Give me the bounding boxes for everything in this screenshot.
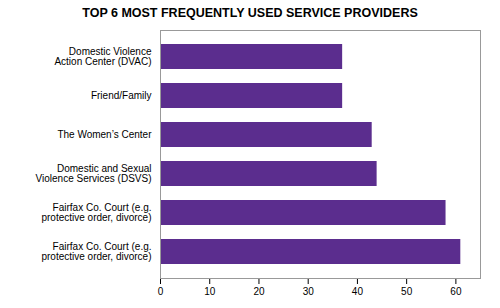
svg-text:40: 40 — [352, 286, 364, 297]
svg-text:50: 50 — [401, 286, 413, 297]
svg-text:The Women’s Center: The Women’s Center — [57, 129, 152, 140]
svg-text:Fairfax Co. Court (e.g.protect: Fairfax Co. Court (e.g.protective order,… — [41, 241, 151, 262]
svg-text:0: 0 — [158, 286, 164, 297]
html-text:TOP 6 MOST FREQUENTLY USED SER: TOP 6 MOST FREQUENTLY USED SERVICE PROVI… — [82, 6, 418, 20]
svg-text:Friend/Family: Friend/Family — [91, 90, 152, 101]
svg-text:Domestic ViolenceAction Center: Domestic ViolenceAction Center (DVAC) — [54, 46, 152, 67]
svg-text:20: 20 — [253, 286, 265, 297]
svg-text:60: 60 — [450, 286, 462, 297]
svg-text:30: 30 — [303, 286, 315, 297]
svg-text:10: 10 — [204, 286, 216, 297]
svg-text:Domestic and SexualViolence Se: Domestic and SexualViolence Services (DS… — [36, 163, 152, 184]
svg-text:Fairfax Co. Court (e.g.protect: Fairfax Co. Court (e.g.protective order,… — [41, 202, 151, 223]
